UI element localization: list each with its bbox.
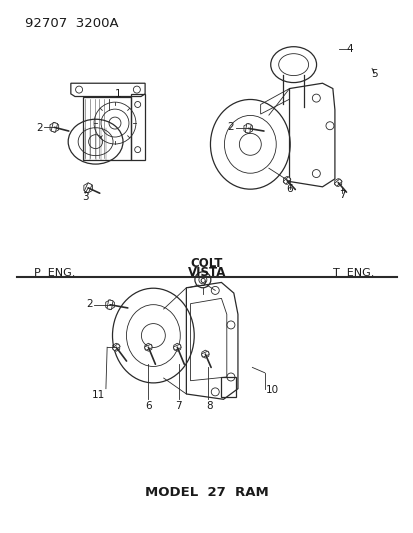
Polygon shape (245, 124, 251, 133)
Polygon shape (144, 344, 152, 350)
Polygon shape (282, 177, 290, 184)
Text: 6: 6 (285, 184, 292, 195)
Text: 92707  3200A: 92707 3200A (25, 17, 119, 30)
Text: MODEL  27  RAM: MODEL 27 RAM (145, 486, 268, 499)
Text: 1: 1 (115, 89, 121, 99)
Polygon shape (112, 344, 120, 351)
Polygon shape (173, 344, 181, 350)
Text: COLT: COLT (190, 257, 223, 270)
Text: 3: 3 (82, 192, 88, 203)
Text: 2: 2 (227, 122, 234, 132)
Text: 8: 8 (205, 401, 212, 411)
Text: 11: 11 (92, 390, 105, 400)
Text: P  ENG.: P ENG. (33, 269, 75, 278)
Text: 7: 7 (338, 190, 345, 200)
Text: 4: 4 (345, 44, 352, 54)
Polygon shape (84, 183, 92, 193)
Polygon shape (107, 300, 113, 310)
Text: 2: 2 (36, 123, 43, 133)
Polygon shape (201, 351, 209, 357)
Text: VISTA: VISTA (188, 266, 225, 279)
Text: 5: 5 (370, 69, 377, 79)
Polygon shape (334, 179, 341, 186)
Polygon shape (51, 123, 57, 132)
Text: 7: 7 (174, 401, 181, 411)
Text: 9: 9 (199, 279, 206, 288)
Text: 6: 6 (145, 401, 151, 411)
Text: 10: 10 (265, 385, 278, 395)
Text: T  ENG.: T ENG. (332, 269, 373, 278)
Text: 2: 2 (86, 298, 93, 309)
